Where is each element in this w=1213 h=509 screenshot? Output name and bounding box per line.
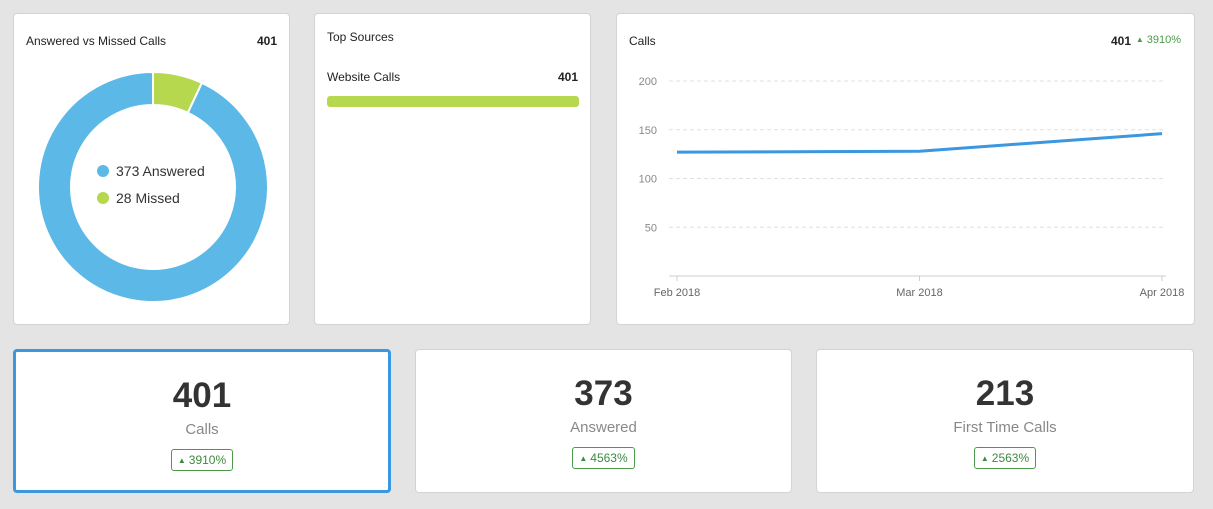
line-card-title: Calls <box>629 34 656 48</box>
donut-chart <box>37 70 269 303</box>
source-value: 401 <box>557 70 578 84</box>
calls-line-card: Calls 401 ▲ 3910% 200 150 100 50 Feb 2018 Mar … <box>616 13 1195 325</box>
stat-change-badge: ▲ 3910% <box>170 449 234 471</box>
legend-answered: 373 Answered <box>97 163 205 179</box>
donut-slice-answered[interactable] <box>37 70 269 303</box>
stat-label: Calls <box>185 421 219 438</box>
answered-vs-missed-card: Answered vs Missed Calls 401 373 Answere… <box>13 13 290 325</box>
stat-value: 213 <box>975 374 1035 413</box>
triangle-up-icon: ▲ <box>177 456 186 465</box>
legend-answered-label: 373 Answered <box>116 163 205 179</box>
sources-card-title: Top Sources <box>327 30 394 44</box>
legend-missed-label: 28 Missed <box>116 190 180 206</box>
donut-card-title: Answered vs Missed Calls <box>26 34 167 48</box>
triangle-up-icon: ▲ <box>980 454 989 463</box>
triangle-up-icon: ▲ <box>1135 35 1144 44</box>
y-tick-label: 150 <box>639 125 657 137</box>
stat-label: First Time Calls <box>953 419 1057 436</box>
legend-missed: 28 Missed <box>97 190 180 206</box>
stat-value: 401 <box>172 376 232 415</box>
stat-card-first-time-calls[interactable]: 213 First Time Calls ▲ 2563% <box>816 349 1194 493</box>
source-bar-track <box>327 96 579 107</box>
stat-label: Answered <box>570 419 637 436</box>
top-sources-card: Top Sources Website Calls 401 <box>314 13 591 325</box>
stat-change-badge: ▲ 4563% <box>572 447 635 469</box>
x-tick-label: Mar 2018 <box>896 287 942 299</box>
answered-dot-icon <box>97 165 109 177</box>
donut-card-total: 401 <box>256 34 277 48</box>
x-tick-label: Apr 2018 <box>1140 287 1185 299</box>
missed-dot-icon <box>97 192 109 204</box>
line-card-change: ▲ 3910% <box>1135 34 1181 46</box>
y-tick-label: 50 <box>645 222 657 234</box>
line-card-total: 401 <box>1110 34 1131 48</box>
y-tick-label: 100 <box>639 174 657 186</box>
x-tick-label: Feb 2018 <box>654 287 700 299</box>
stat-card-answered[interactable]: 373 Answered ▲ 4563% <box>415 349 792 493</box>
triangle-up-icon: ▲ <box>579 454 588 463</box>
stat-change-badge: ▲ 2563% <box>973 447 1037 469</box>
calls-line-chart: 200 150 100 50 Feb 2018 Mar 2018 Apr 2018 <box>639 76 1185 299</box>
stat-card-calls[interactable]: 401 Calls ▲ 3910% <box>13 349 391 493</box>
source-bar-fill <box>327 96 579 107</box>
y-tick-label: 200 <box>639 76 657 88</box>
stat-value: 373 <box>574 374 633 413</box>
series-line-calls[interactable] <box>676 132 1163 154</box>
source-label[interactable]: Website Calls <box>327 70 401 84</box>
